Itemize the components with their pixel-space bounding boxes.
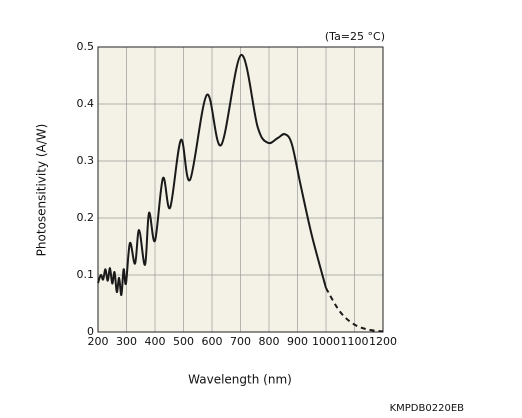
x-tick-label: 400: [145, 335, 166, 348]
y-tick-label: 0.5: [77, 40, 95, 53]
y-axis-label: Photosensitivity (A/W): [35, 124, 49, 257]
x-tick-label: 1100: [341, 335, 369, 348]
y-tick-label: 0: [87, 325, 94, 338]
x-axis-label: Wavelength (nm): [188, 373, 292, 387]
x-tick-label: 500: [173, 335, 194, 348]
annotation: (Ta=25 °C): [325, 30, 385, 43]
x-tick-label: 1000: [312, 335, 340, 348]
x-tick-label: 900: [287, 335, 308, 348]
y-tick-label: 0.4: [77, 97, 95, 110]
figure-code: KMPDB0220EB: [390, 403, 465, 414]
y-tick-label: 0.3: [77, 154, 95, 167]
x-tick-label: 200: [88, 335, 109, 348]
x-tick-label: 600: [202, 335, 223, 348]
x-tick-label: 1200: [369, 335, 397, 348]
x-tick-label: 300: [116, 335, 137, 348]
y-tick-label: 0.2: [77, 211, 95, 224]
plot-frame: [97, 46, 384, 333]
line: [97, 53, 327, 296]
x-tick-label: 700: [230, 335, 251, 348]
line: [325, 287, 384, 333]
y-tick-label: 0.1: [77, 268, 95, 281]
x-tick-label: 800: [259, 335, 280, 348]
